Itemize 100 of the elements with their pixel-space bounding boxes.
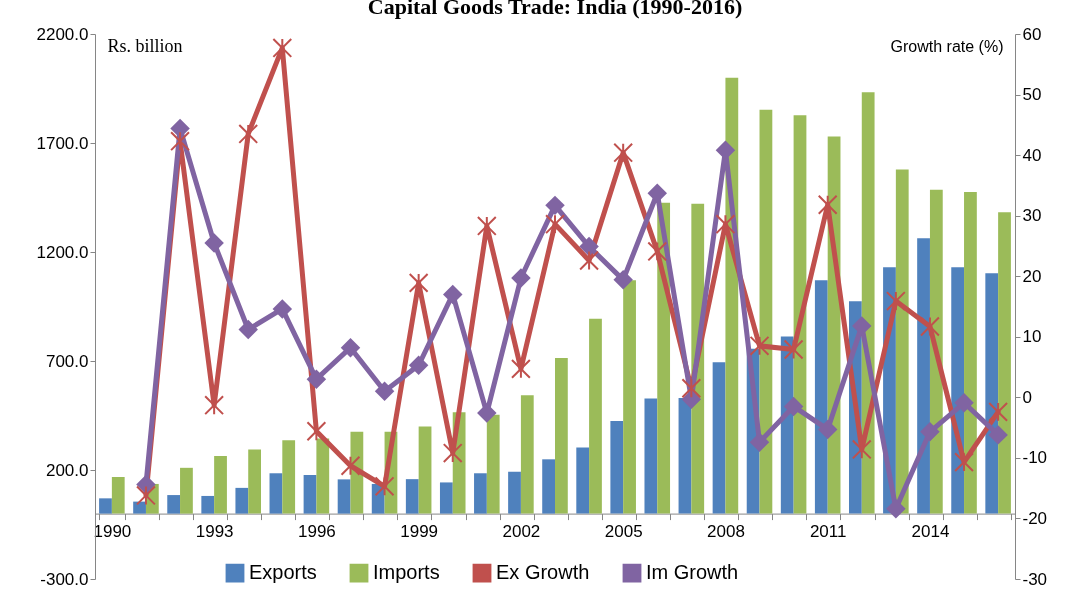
point bbox=[374, 381, 395, 402]
y2-axis-title: Growth rate (%) bbox=[890, 37, 1004, 55]
point bbox=[545, 195, 565, 216]
bar bbox=[985, 273, 999, 514]
bar bbox=[520, 395, 534, 514]
point bbox=[442, 443, 463, 463]
bar bbox=[337, 479, 351, 514]
y2-tick-label: 50 bbox=[1022, 85, 1042, 105]
bar bbox=[316, 438, 330, 514]
bar bbox=[508, 471, 521, 514]
bar bbox=[248, 449, 261, 514]
y2-tick-label: 30 bbox=[1022, 206, 1042, 226]
x-tick-label: 2014 bbox=[911, 522, 950, 542]
bar bbox=[895, 169, 909, 514]
point bbox=[749, 432, 770, 452]
point bbox=[817, 419, 838, 440]
y-tick-label: -300.0 bbox=[40, 569, 89, 589]
y2-tick-label: -10 bbox=[1022, 448, 1048, 468]
point bbox=[306, 369, 327, 389]
y2-tick-label: 20 bbox=[1022, 266, 1042, 286]
point bbox=[511, 268, 531, 288]
legend-label: Imports bbox=[373, 561, 440, 584]
point bbox=[647, 241, 668, 262]
point bbox=[476, 216, 497, 236]
point bbox=[408, 272, 429, 293]
point bbox=[136, 474, 156, 495]
point bbox=[579, 250, 600, 271]
y-tick-label: 200.0 bbox=[45, 460, 89, 480]
bar bbox=[214, 456, 227, 514]
x-tick-label: 2011 bbox=[809, 522, 847, 542]
point bbox=[954, 452, 974, 473]
bar bbox=[555, 357, 568, 514]
bar bbox=[589, 318, 602, 514]
point bbox=[340, 455, 361, 476]
point bbox=[510, 358, 531, 379]
bar bbox=[542, 459, 555, 514]
y-tick-label: 2200.0 bbox=[36, 24, 89, 44]
point bbox=[920, 422, 940, 442]
x-tick-label: 1990 bbox=[93, 522, 132, 542]
bar bbox=[486, 414, 500, 514]
bar bbox=[439, 482, 453, 514]
bar bbox=[929, 189, 943, 514]
y-tick-label: 1200.0 bbox=[36, 242, 89, 262]
point bbox=[817, 194, 838, 215]
point bbox=[783, 339, 804, 360]
bar bbox=[133, 501, 146, 514]
bar bbox=[282, 440, 296, 514]
bar bbox=[998, 212, 1011, 514]
y-tick-label: 700.0 bbox=[45, 351, 89, 371]
bar bbox=[269, 473, 283, 514]
point bbox=[408, 355, 429, 375]
point bbox=[579, 236, 599, 257]
point bbox=[238, 319, 258, 340]
point bbox=[851, 439, 872, 460]
y-axis-title: Rs. billion bbox=[107, 35, 183, 56]
point bbox=[886, 499, 906, 519]
point bbox=[988, 425, 1008, 445]
bar bbox=[576, 447, 590, 514]
bar bbox=[201, 495, 215, 514]
bar bbox=[964, 192, 977, 514]
bar bbox=[623, 280, 636, 514]
x-tick-label: 1996 bbox=[297, 522, 336, 542]
point bbox=[238, 123, 259, 144]
point bbox=[204, 233, 224, 253]
bar bbox=[610, 420, 624, 514]
bar bbox=[814, 280, 828, 514]
bar bbox=[111, 476, 125, 514]
y2-tick-label: 0 bbox=[1022, 387, 1032, 407]
point bbox=[272, 299, 293, 319]
x-tick-label: 1999 bbox=[400, 522, 439, 542]
point bbox=[136, 485, 156, 506]
point bbox=[306, 421, 327, 442]
point bbox=[988, 401, 1009, 422]
bar bbox=[303, 475, 317, 514]
point bbox=[954, 393, 974, 413]
bar bbox=[917, 238, 930, 514]
point bbox=[170, 131, 190, 152]
point bbox=[442, 284, 463, 305]
legend-label: Im Growth bbox=[646, 561, 739, 584]
y2-tick-label: 40 bbox=[1022, 145, 1042, 165]
bar bbox=[678, 398, 692, 514]
x-tick-label: 1993 bbox=[195, 522, 234, 542]
point bbox=[920, 316, 940, 337]
point bbox=[749, 335, 770, 356]
bar bbox=[418, 426, 432, 514]
point bbox=[885, 291, 906, 311]
y-tick-label: 1700.0 bbox=[36, 133, 89, 153]
point bbox=[204, 395, 225, 416]
point bbox=[613, 270, 633, 290]
point bbox=[681, 378, 702, 399]
y2-tick-label: -20 bbox=[1022, 508, 1048, 528]
bar bbox=[167, 495, 181, 514]
point bbox=[783, 396, 804, 417]
y2-tick-label: -30 bbox=[1022, 569, 1048, 589]
legend-label: Ex Growth bbox=[496, 561, 590, 584]
y2-tick-label: 10 bbox=[1022, 327, 1042, 347]
point bbox=[613, 142, 634, 163]
y2-tick-label: 60 bbox=[1022, 24, 1042, 44]
bar bbox=[474, 473, 487, 514]
bar bbox=[405, 479, 419, 514]
